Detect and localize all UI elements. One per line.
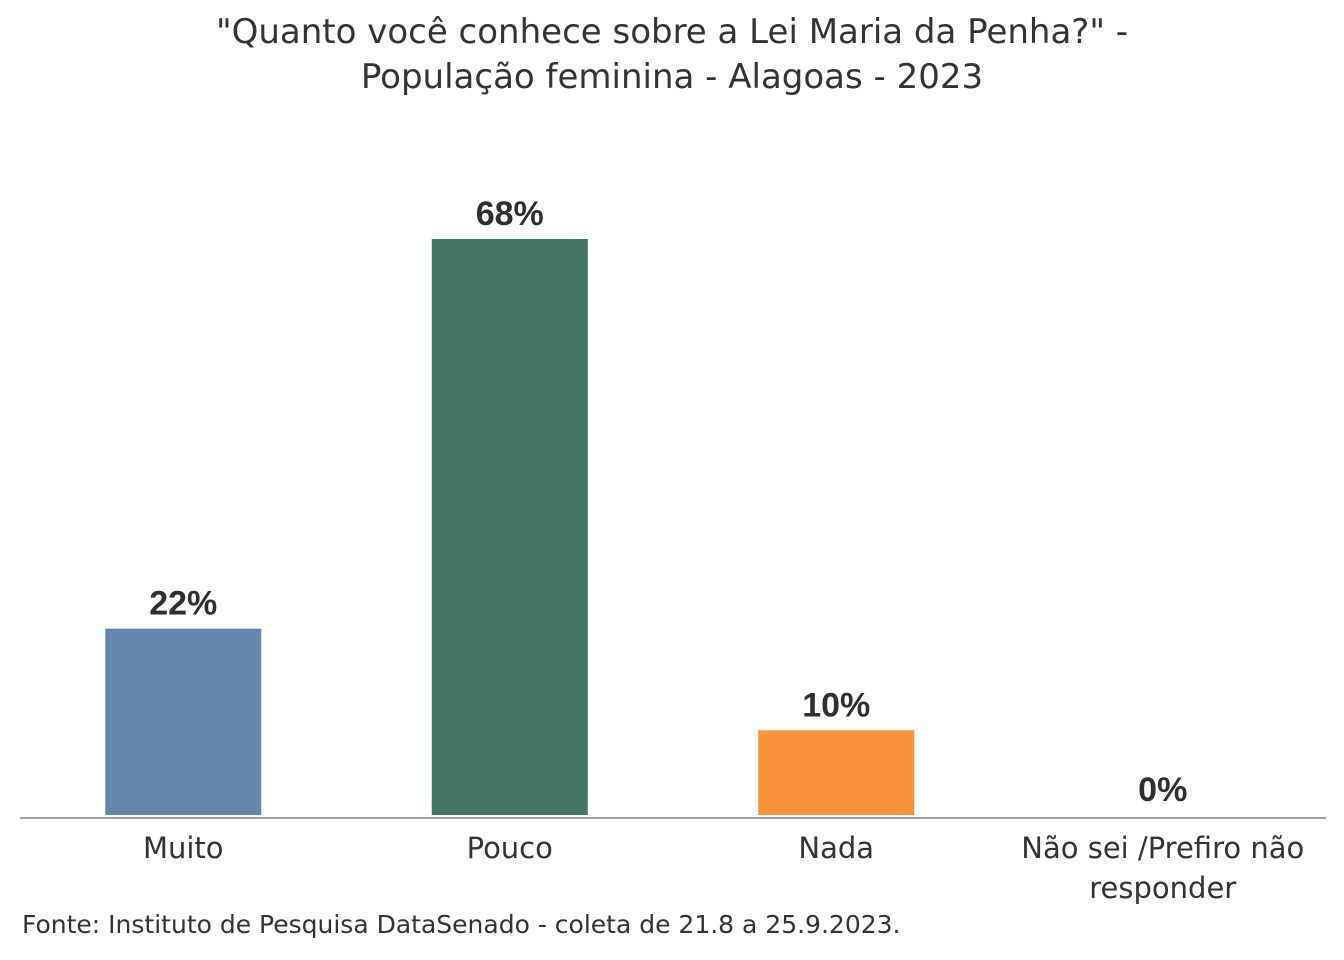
source-note: Fonte: Instituto de Pesquisa DataSenado … xyxy=(22,910,901,939)
bar-1 xyxy=(431,239,588,815)
data-label-2: 10% xyxy=(802,686,870,724)
data-label-0: 22% xyxy=(149,585,217,623)
data-label-1: 68% xyxy=(476,195,544,233)
x-tick-label-3-line-0: Não sei /Prefiro não xyxy=(1021,831,1304,865)
chart-title-line-1: "Quanto você conhece sobre a Lei Maria d… xyxy=(215,12,1129,52)
chart-title-line-2: População feminina - Alagoas - 2023 xyxy=(360,57,984,97)
x-tick-label-0: Muito xyxy=(143,831,224,865)
x-tick-label-3-line-1: responder xyxy=(1089,871,1236,905)
bar-2 xyxy=(758,730,915,815)
chart-title: "Quanto você conhece sobre a Lei Maria d… xyxy=(0,10,1344,100)
bar-0 xyxy=(105,628,262,815)
data-label-3: 0% xyxy=(1138,771,1187,809)
x-tick-label-2: Nada xyxy=(798,831,874,865)
x-tick-label-1: Pouco xyxy=(467,831,553,865)
